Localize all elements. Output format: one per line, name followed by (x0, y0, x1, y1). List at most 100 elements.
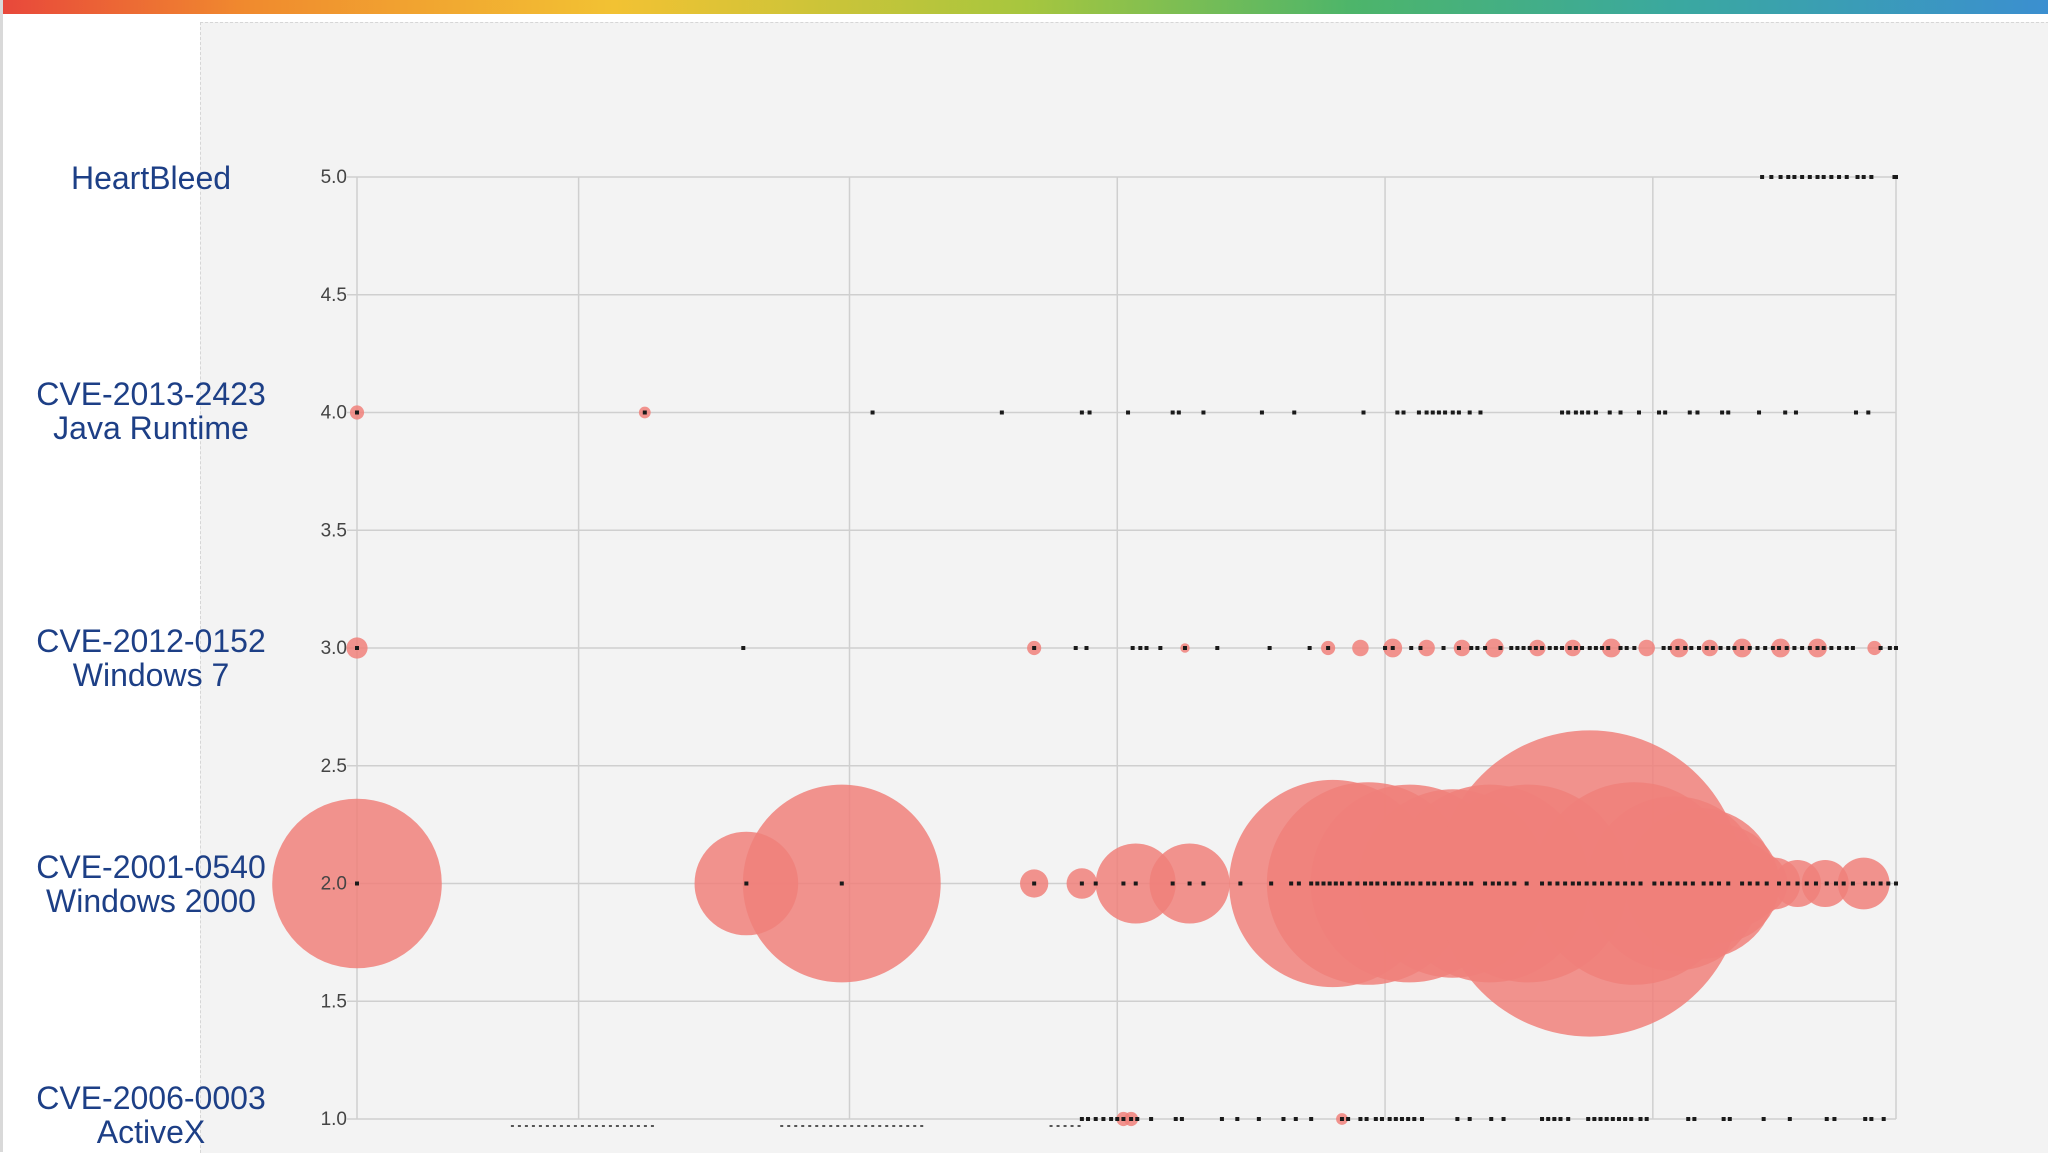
event-dot (1701, 881, 1706, 886)
event-dot (1326, 646, 1331, 650)
event-dot (1755, 646, 1760, 650)
bubble-layer (272, 405, 1890, 1127)
event-dot (1604, 1117, 1609, 1121)
x-axis-dot (643, 1125, 647, 1127)
event-dot (1573, 646, 1578, 650)
event-dot (1347, 881, 1352, 886)
event-dot (1296, 881, 1301, 886)
row-label-heartbleed: HeartBleed (1, 161, 301, 195)
event-dot (1439, 881, 1444, 886)
event-dot (1187, 881, 1192, 886)
event-dot (1570, 881, 1575, 886)
event-dot (1886, 881, 1891, 886)
event-dot (1844, 646, 1849, 650)
event-dot (1138, 646, 1143, 650)
event-dot (1720, 410, 1725, 415)
event-dot (1689, 646, 1694, 650)
event-dot (1586, 1117, 1591, 1121)
event-dot (1158, 646, 1163, 650)
event-dot (1540, 881, 1545, 886)
event-dot (1567, 646, 1572, 650)
event-dot (1430, 410, 1435, 415)
event-dot (1032, 646, 1037, 650)
event-dot (1623, 881, 1628, 886)
event-dot (1490, 881, 1495, 886)
x-axis-dot (531, 1125, 535, 1127)
x-axis-dot (1063, 1125, 1067, 1127)
event-dot (1863, 881, 1868, 886)
event-dot (1887, 646, 1892, 650)
event-dot (1144, 646, 1149, 650)
event-dot (1600, 646, 1605, 650)
event-dot (1443, 410, 1448, 415)
event-dot (1763, 646, 1768, 650)
x-axis-dot (843, 1125, 847, 1127)
x-axis-dot (517, 1125, 521, 1127)
event-dot (1686, 1117, 1691, 1121)
event-dot (1815, 175, 1820, 179)
event-dot (1373, 1117, 1378, 1121)
row-label-cve-2012-0152: CVE-2012-0152 Windows 7 (1, 624, 301, 692)
event-dot (1379, 1117, 1384, 1121)
event-dot (1695, 410, 1700, 415)
event-dot (1524, 881, 1529, 886)
event-dot (1383, 881, 1388, 886)
event-dot (1807, 175, 1812, 179)
event-dot (1079, 881, 1084, 886)
x-axis-dot (892, 1125, 896, 1127)
event-dot (1787, 1117, 1792, 1121)
x-axis-dot (850, 1125, 854, 1127)
bubble-mark (1701, 639, 1719, 657)
x-axis-dot (580, 1125, 584, 1127)
event-dot (1661, 646, 1666, 650)
x-axis-dot (1049, 1125, 1053, 1127)
event-dot (1412, 1117, 1417, 1121)
event-dot (1521, 646, 1526, 650)
event-dot (1093, 881, 1098, 886)
event-dot (1121, 1117, 1126, 1121)
event-dot (1632, 646, 1637, 650)
x-axis-dot (801, 1125, 805, 1127)
event-dot (1726, 646, 1731, 650)
event-dot (1130, 646, 1135, 650)
event-dot (1115, 1117, 1120, 1121)
x-axis-dot (836, 1125, 840, 1127)
event-dot (1829, 175, 1834, 179)
slide-left-border (0, 0, 3, 1152)
x-axis-dot (780, 1125, 784, 1127)
event-dot (1850, 881, 1855, 886)
x-axis-dot (629, 1125, 633, 1127)
event-dot (1623, 1117, 1628, 1121)
x-axis-dot (622, 1125, 626, 1127)
event-dot (1432, 881, 1437, 886)
event-dot (1833, 881, 1838, 886)
event-dot (1795, 881, 1800, 886)
x-axis-dot (787, 1125, 791, 1127)
event-dot (1173, 1117, 1178, 1121)
event-dot (1509, 646, 1514, 650)
event-dot (1793, 410, 1798, 415)
event-dot (1399, 1117, 1404, 1121)
x-axis-dot (794, 1125, 798, 1127)
event-dot (1201, 881, 1206, 886)
event-dot (870, 410, 875, 415)
event-dot (1436, 410, 1441, 415)
event-dot (1710, 646, 1715, 650)
y-tick-label: 4.0 (321, 403, 347, 424)
event-dot (1364, 1117, 1369, 1121)
event-dot (1079, 1117, 1084, 1121)
event-dot (1289, 881, 1294, 886)
event-dot (1404, 881, 1409, 886)
event-dot (1129, 1117, 1134, 1121)
event-dot (1697, 646, 1702, 650)
event-dot (1501, 1117, 1506, 1121)
x-axis-dot (899, 1125, 903, 1127)
event-dot (1390, 646, 1395, 650)
event-dot (355, 646, 359, 650)
event-dot (741, 646, 746, 650)
event-dot (1410, 881, 1415, 886)
event-dot (355, 410, 359, 415)
event-dot (1339, 881, 1344, 886)
event-dot (1498, 646, 1503, 650)
event-dot (1726, 881, 1731, 886)
